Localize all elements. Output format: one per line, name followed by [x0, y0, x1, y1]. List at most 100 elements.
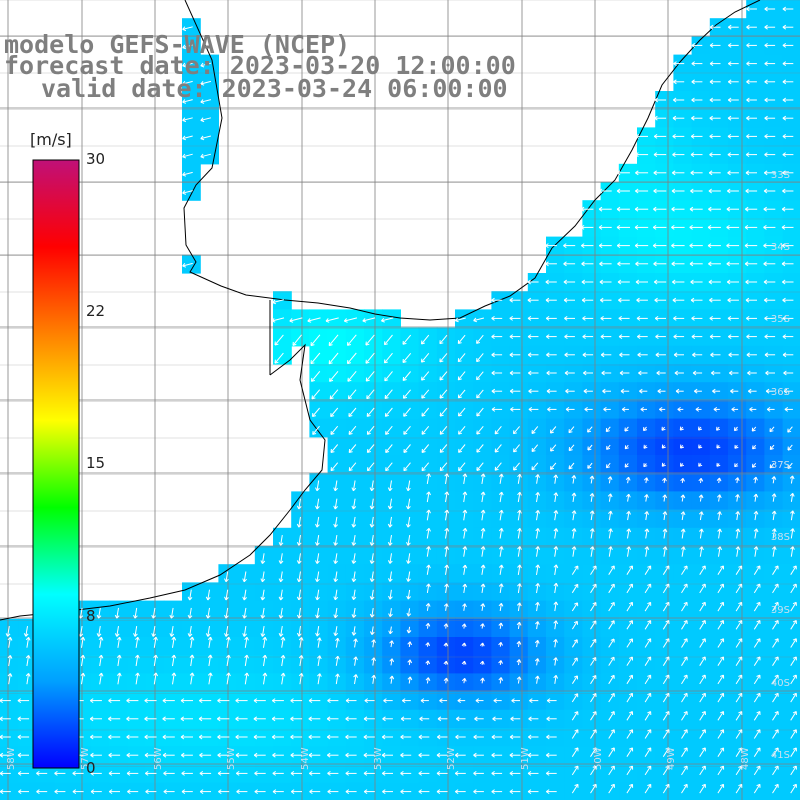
- wind-arrow: [426, 473, 431, 484]
- speed-cell: [764, 728, 784, 747]
- wind-arrow: [25, 673, 31, 685]
- colorbar-unit: [m/s]: [30, 130, 72, 149]
- wind-arrow: [494, 462, 502, 471]
- wind-arrow: [635, 279, 648, 285]
- wind-arrow: [362, 317, 376, 323]
- speed-cell: [345, 436, 365, 456]
- wind-arrow: [717, 711, 725, 721]
- wind-arrow: [716, 462, 721, 467]
- wind-arrow: [782, 152, 794, 158]
- wind-arrow: [764, 24, 776, 30]
- wind-arrow: [388, 608, 393, 618]
- wind-arrow: [626, 656, 633, 666]
- wind-arrow: [644, 620, 652, 630]
- wind-arrow: [608, 546, 613, 557]
- wind-arrow: [535, 474, 540, 484]
- speed-cell: [728, 455, 747, 474]
- wind-arrow: [480, 583, 486, 593]
- wind-arrow: [764, 170, 776, 176]
- wind-arrow: [590, 783, 597, 794]
- wind-arrow: [330, 462, 339, 472]
- wind-arrow: [517, 509, 522, 521]
- wind-arrow: [790, 620, 797, 630]
- wind-arrow: [689, 243, 703, 249]
- wind-arrow: [36, 789, 48, 795]
- wind-arrow: [726, 279, 739, 285]
- wind-arrow: [509, 297, 521, 303]
- speed-cell: [637, 455, 656, 474]
- wind-arrow: [348, 462, 357, 472]
- wind-arrow: [363, 752, 375, 758]
- wind-arrow: [353, 656, 358, 666]
- wind-arrow: [457, 334, 466, 344]
- wind-arrow: [371, 674, 377, 684]
- wind-arrow: [772, 674, 779, 685]
- wind-arrow: [698, 426, 703, 431]
- wind-arrow: [657, 388, 666, 394]
- wind-arrow: [517, 491, 522, 503]
- speed-cell: [764, 582, 784, 602]
- wind-arrow: [728, 61, 739, 67]
- speed-cell: [655, 637, 674, 656]
- speed-cell: [709, 655, 729, 674]
- wind-arrow: [600, 297, 612, 303]
- speed-cell: [618, 582, 638, 602]
- latitude-label: 41S: [771, 750, 790, 761]
- wind-arrow: [348, 407, 357, 417]
- wind-arrow: [491, 315, 503, 321]
- wind-arrow: [235, 716, 248, 722]
- wind-arrow: [363, 789, 375, 795]
- wind-arrow: [458, 407, 466, 417]
- wind-arrow: [491, 370, 503, 376]
- wind-arrow: [217, 752, 230, 758]
- speed-cell: [655, 418, 674, 438]
- wind-arrow: [253, 698, 266, 704]
- wind-arrow: [616, 224, 630, 230]
- wind-arrow: [744, 261, 758, 267]
- wind-arrow: [330, 444, 339, 453]
- wind-arrow: [753, 638, 761, 648]
- wind-arrow: [546, 716, 557, 722]
- wind-arrow: [699, 747, 706, 757]
- wind-arrow: [751, 426, 757, 432]
- wind-arrow: [790, 783, 797, 794]
- wind-arrow: [403, 444, 411, 453]
- wind-arrow: [535, 546, 541, 557]
- speed-cell: [637, 691, 656, 711]
- wind-arrow: [509, 370, 521, 376]
- wind-arrow: [763, 243, 776, 249]
- speed-cell: [709, 746, 729, 765]
- wind-arrow: [480, 473, 486, 484]
- wind-arrow: [80, 654, 86, 667]
- speed-cell: [637, 418, 656, 438]
- wind-arrow: [781, 243, 794, 249]
- wind-arrow: [365, 371, 375, 382]
- wind-arrow: [382, 770, 393, 776]
- wind-arrow: [387, 498, 393, 510]
- wind-arrow: [671, 206, 685, 212]
- speed-cell: [564, 582, 583, 602]
- speed-cell: [564, 728, 583, 747]
- wind-arrow: [764, 352, 776, 358]
- wind-arrow: [771, 546, 777, 557]
- wind-arrow: [384, 407, 393, 417]
- wind-arrow: [535, 510, 541, 521]
- wind-arrow: [296, 553, 302, 564]
- wind-arrow: [790, 711, 797, 721]
- speed-cell: [600, 691, 620, 711]
- speed-cell: [582, 600, 602, 620]
- wind-arrow: [690, 297, 703, 303]
- wind-arrow: [728, 352, 739, 358]
- colorbar: [32, 159, 80, 769]
- wind-arrow: [278, 571, 284, 583]
- wind-arrow: [781, 206, 794, 212]
- speed-cell: [637, 582, 656, 602]
- wind-arrow: [235, 734, 248, 740]
- speed-cell: [618, 691, 638, 711]
- wind-arrow: [224, 589, 229, 601]
- wind-arrow: [681, 729, 688, 739]
- wind-arrow: [708, 170, 721, 176]
- speed-cell: [728, 728, 747, 747]
- wind-arrow: [402, 352, 412, 363]
- wind-arrow: [625, 476, 631, 484]
